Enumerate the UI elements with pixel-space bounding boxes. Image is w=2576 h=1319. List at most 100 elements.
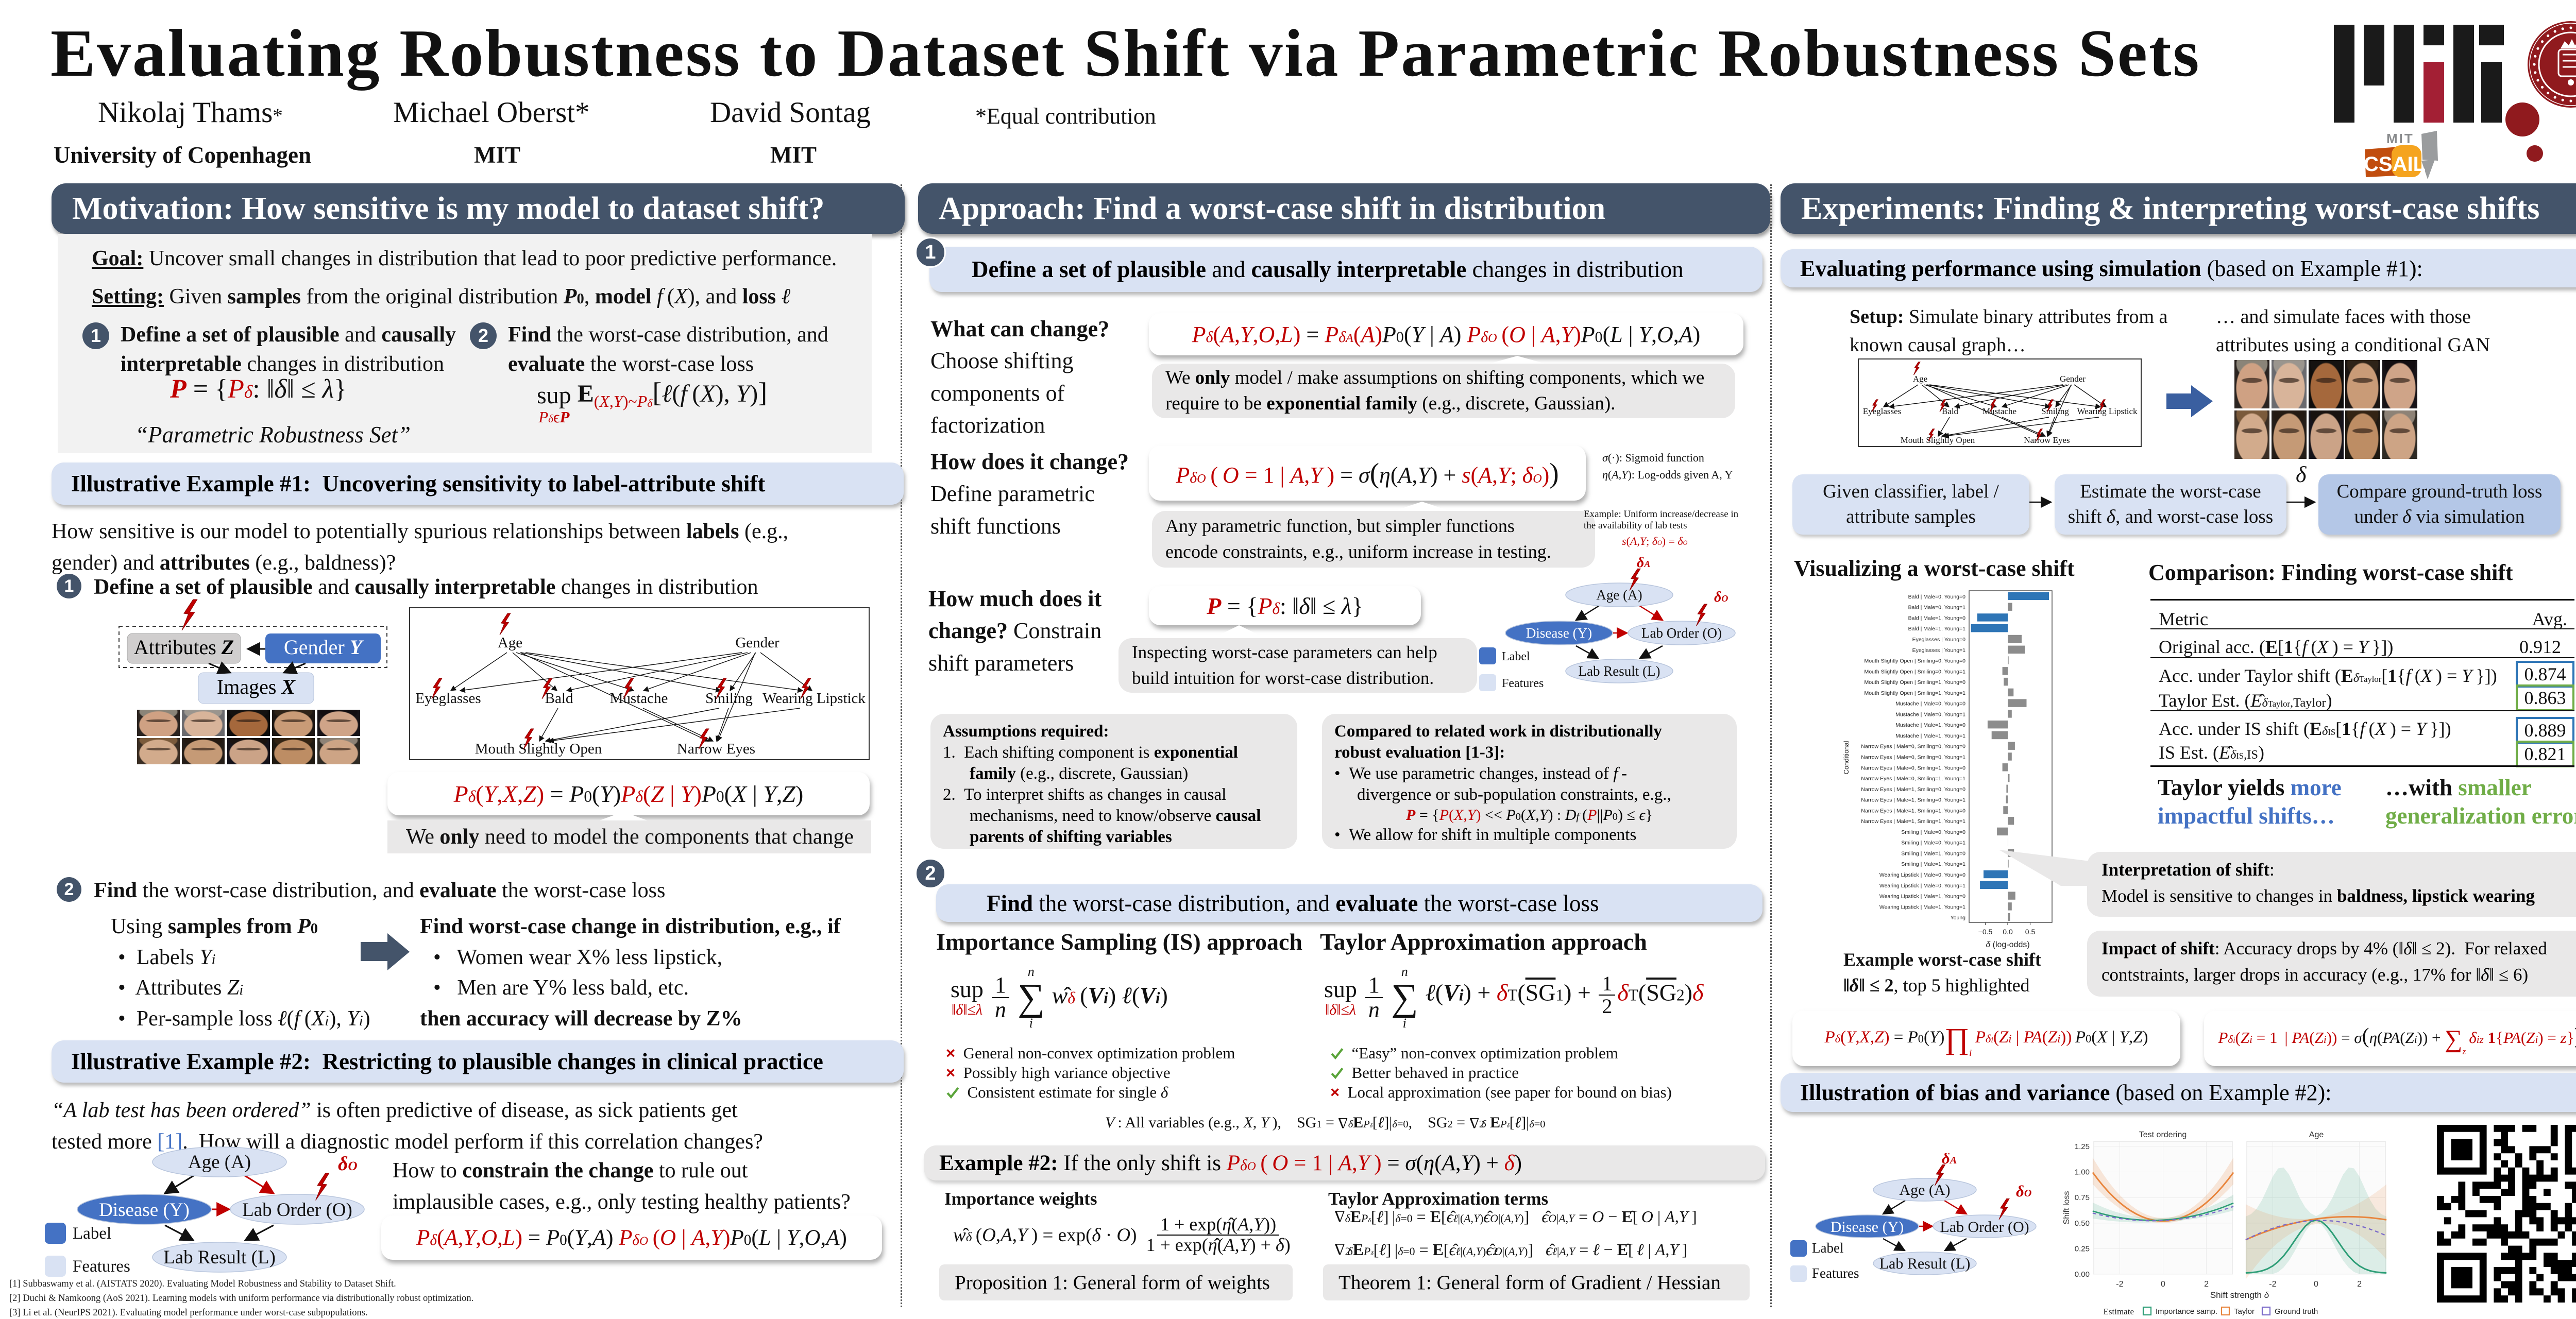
svg-text:-2: -2 xyxy=(2116,1280,2123,1289)
svg-text:Test ordering: Test ordering xyxy=(2139,1130,2187,1139)
svg-text:Attributes Z: Attributes Z xyxy=(134,636,234,659)
svg-text:Narrow Eyes | Male=0, Smiling=: Narrow Eyes | Male=0, Smiling=1, Young=0 xyxy=(1861,765,1965,771)
svg-text:δO: δO xyxy=(1714,589,1728,605)
svg-text:Mouth Slightly Open: Mouth Slightly Open xyxy=(475,741,602,757)
svg-text:0.50: 0.50 xyxy=(2075,1219,2090,1228)
svg-text:Narrow Eyes | Male=0, Smiling=: Narrow Eyes | Male=0, Smiling=0, Young=0 xyxy=(1861,744,1965,750)
svg-text:Wearing Lipstick | Male=0, You: Wearing Lipstick | Male=0, Young=1 xyxy=(1879,883,1965,889)
svg-text:0.0: 0.0 xyxy=(2003,928,2013,936)
svg-text:0.75: 0.75 xyxy=(2075,1193,2090,1202)
svg-text:0: 0 xyxy=(2161,1280,2165,1289)
svg-text:Features: Features xyxy=(1502,677,1544,690)
svg-text:1.25: 1.25 xyxy=(2075,1142,2090,1151)
svg-text:Mustache | Male=1, Young=1: Mustache | Male=1, Young=1 xyxy=(1895,733,1965,739)
svg-text:Mustache | Male=0, Young=0: Mustache | Male=0, Young=0 xyxy=(1895,701,1965,707)
svg-text:Age: Age xyxy=(2309,1130,2324,1139)
svg-text:Mustache | Male=1, Young=0: Mustache | Male=1, Young=0 xyxy=(1895,722,1965,728)
svg-text:Bald | Male=1, Young=1: Bald | Male=1, Young=1 xyxy=(1908,626,1965,632)
svg-text:Mouth Slightly Open | Smiling=: Mouth Slightly Open | Smiling=1, Young=0 xyxy=(1864,679,1965,686)
svg-text:Lab Result (L): Lab Result (L) xyxy=(1879,1255,1971,1272)
svg-text:Wearing Lipstick: Wearing Lipstick xyxy=(762,690,866,707)
svg-text:Age (A): Age (A) xyxy=(188,1152,251,1173)
svg-text:Narrow Eyes | Male=1, Smiling=: Narrow Eyes | Male=1, Smiling=1, Young=0 xyxy=(1861,808,1965,814)
svg-text:Age (A): Age (A) xyxy=(1899,1181,1950,1198)
svg-text:Age: Age xyxy=(498,635,522,651)
svg-text:Disease (Y): Disease (Y) xyxy=(1831,1219,1904,1236)
svg-text:Narrow Eyes | Male=1, Smiling=: Narrow Eyes | Male=1, Smiling=0, Young=0 xyxy=(1861,786,1965,793)
svg-text:Bald | Male=0, Young=1: Bald | Male=0, Young=1 xyxy=(1908,605,1965,611)
svg-text:Bald: Bald xyxy=(545,690,573,707)
svg-text:Narrow Eyes | Male=0, Smiling=: Narrow Eyes | Male=0, Smiling=0, Young=1 xyxy=(1861,755,1965,761)
svg-text:Gender Y: Gender Y xyxy=(284,636,364,659)
svg-text:Smiling: Smiling xyxy=(705,690,753,707)
svg-text:Label: Label xyxy=(73,1224,111,1243)
svg-text:Smiling | Male=1, Young=0: Smiling | Male=1, Young=0 xyxy=(1901,851,1965,857)
svg-text:0: 0 xyxy=(2314,1280,2318,1289)
svg-text:Smiling | Male=0, Young=1: Smiling | Male=0, Young=1 xyxy=(1901,840,1965,846)
svg-text:Young: Young xyxy=(1951,915,1966,921)
svg-text:δA: δA xyxy=(1637,557,1650,571)
svg-text:CSAIL: CSAIL xyxy=(2364,153,2426,176)
svg-text:Taylor: Taylor xyxy=(2234,1307,2255,1316)
svg-text:0.25: 0.25 xyxy=(2075,1244,2090,1253)
svg-text:-2: -2 xyxy=(2269,1280,2276,1289)
svg-text:2: 2 xyxy=(2204,1280,2209,1289)
svg-text:Lab Result (L): Lab Result (L) xyxy=(163,1247,276,1268)
svg-text:Label: Label xyxy=(1812,1240,1843,1256)
svg-text:Narrow Eyes | Male=1, Smiling=: Narrow Eyes | Male=1, Smiling=1, Young=1 xyxy=(1861,818,1965,825)
svg-text:Narrow Eyes: Narrow Eyes xyxy=(677,741,755,757)
svg-text:Disease (Y): Disease (Y) xyxy=(1526,625,1592,641)
svg-text:Shift strength δ: Shift strength δ xyxy=(2210,1290,2269,1300)
svg-text:1.00: 1.00 xyxy=(2075,1168,2090,1177)
svg-text:Lab Order (O): Lab Order (O) xyxy=(242,1200,352,1221)
svg-text:Label: Label xyxy=(1502,650,1530,663)
svg-text:Disease (Y): Disease (Y) xyxy=(99,1200,190,1221)
svg-text:Ground truth: Ground truth xyxy=(2275,1307,2318,1316)
svg-text:−0.5: −0.5 xyxy=(1978,928,1993,936)
svg-text:δ (log-odds): δ (log-odds) xyxy=(1986,940,2029,949)
svg-text:Lab Order (O): Lab Order (O) xyxy=(1940,1219,2029,1236)
svg-text:Mustache: Mustache xyxy=(1982,406,2016,416)
svg-text:Smiling: Smiling xyxy=(2041,406,2069,416)
svg-text:Age: Age xyxy=(1913,374,1927,384)
svg-text:Bald: Bald xyxy=(1942,406,1959,416)
svg-text:0.00: 0.00 xyxy=(2075,1270,2090,1279)
svg-text:Smiling | Male=1, Young=1: Smiling | Male=1, Young=1 xyxy=(1901,861,1965,867)
svg-text:Gender: Gender xyxy=(2060,374,2086,384)
svg-text:Wearing Lipstick | Male=1, You: Wearing Lipstick | Male=1, Young=1 xyxy=(1879,904,1965,910)
svg-text:Importance samp.: Importance samp. xyxy=(2156,1307,2217,1316)
svg-text:Narrow Eyes | Male=1, Smiling=: Narrow Eyes | Male=1, Smiling=0, Young=1 xyxy=(1861,797,1965,803)
svg-text:δO: δO xyxy=(338,1153,358,1175)
svg-text:Age (A): Age (A) xyxy=(1596,587,1642,603)
svg-text:Mouth Slightly Open: Mouth Slightly Open xyxy=(1901,435,1975,445)
svg-text:δO: δO xyxy=(2016,1182,2031,1200)
svg-text:MIT: MIT xyxy=(2386,131,2414,146)
svg-text:Wearing Lipstick: Wearing Lipstick xyxy=(2077,406,2138,416)
svg-text:Bald | Male=0, Young=0: Bald | Male=0, Young=0 xyxy=(1908,594,1965,600)
svg-text:Conditional: Conditional xyxy=(1842,741,1850,774)
svg-text:Eyeglasses | Young=1: Eyeglasses | Young=1 xyxy=(1912,647,1966,654)
svg-text:Shift loss: Shift loss xyxy=(2062,1191,2071,1225)
svg-text:Narrow Eyes | Male=0, Smiling=: Narrow Eyes | Male=0, Smiling=1, Young=1 xyxy=(1861,776,1965,782)
svg-text:Features: Features xyxy=(1812,1265,1859,1281)
svg-text:Wearing Lipstick | Male=1, You: Wearing Lipstick | Male=1, Young=0 xyxy=(1879,894,1965,900)
svg-text:Wearing Lipstick | Male=0, You: Wearing Lipstick | Male=0, Young=0 xyxy=(1879,872,1965,878)
svg-text:Smiling | Male=0, Young=0: Smiling | Male=0, Young=0 xyxy=(1901,829,1965,835)
svg-text:2: 2 xyxy=(2357,1280,2362,1289)
svg-text:Lab Result (L): Lab Result (L) xyxy=(1579,663,1660,679)
svg-text:Mustache: Mustache xyxy=(610,690,668,707)
svg-text:Gender: Gender xyxy=(735,635,779,651)
svg-text:0.5: 0.5 xyxy=(2025,928,2036,936)
svg-text:Features: Features xyxy=(73,1257,130,1276)
svg-text:Lab Order (O): Lab Order (O) xyxy=(1641,625,1722,641)
svg-text:Images X: Images X xyxy=(217,675,296,698)
svg-text:Mouth Slightly Open | Smiling=: Mouth Slightly Open | Smiling=0, Young=0 xyxy=(1864,658,1965,664)
svg-text:Mouth Slightly Open | Smiling=: Mouth Slightly Open | Smiling=0, Young=1 xyxy=(1864,669,1965,675)
svg-text:Mustache | Male=0, Young=1: Mustache | Male=0, Young=1 xyxy=(1895,711,1965,717)
svg-text:Mouth Slightly Open | Smiling=: Mouth Slightly Open | Smiling=1, Young=1 xyxy=(1864,690,1965,696)
svg-text:Eyeglasses: Eyeglasses xyxy=(415,690,481,707)
svg-text:Estimate: Estimate xyxy=(2104,1307,2134,1316)
svg-text:Bald | Male=1, Young=0: Bald | Male=1, Young=0 xyxy=(1908,615,1965,621)
svg-text:Eyeglasses: Eyeglasses xyxy=(1863,406,1902,416)
svg-text:Eyeglasses | Young=0: Eyeglasses | Young=0 xyxy=(1912,637,1966,643)
